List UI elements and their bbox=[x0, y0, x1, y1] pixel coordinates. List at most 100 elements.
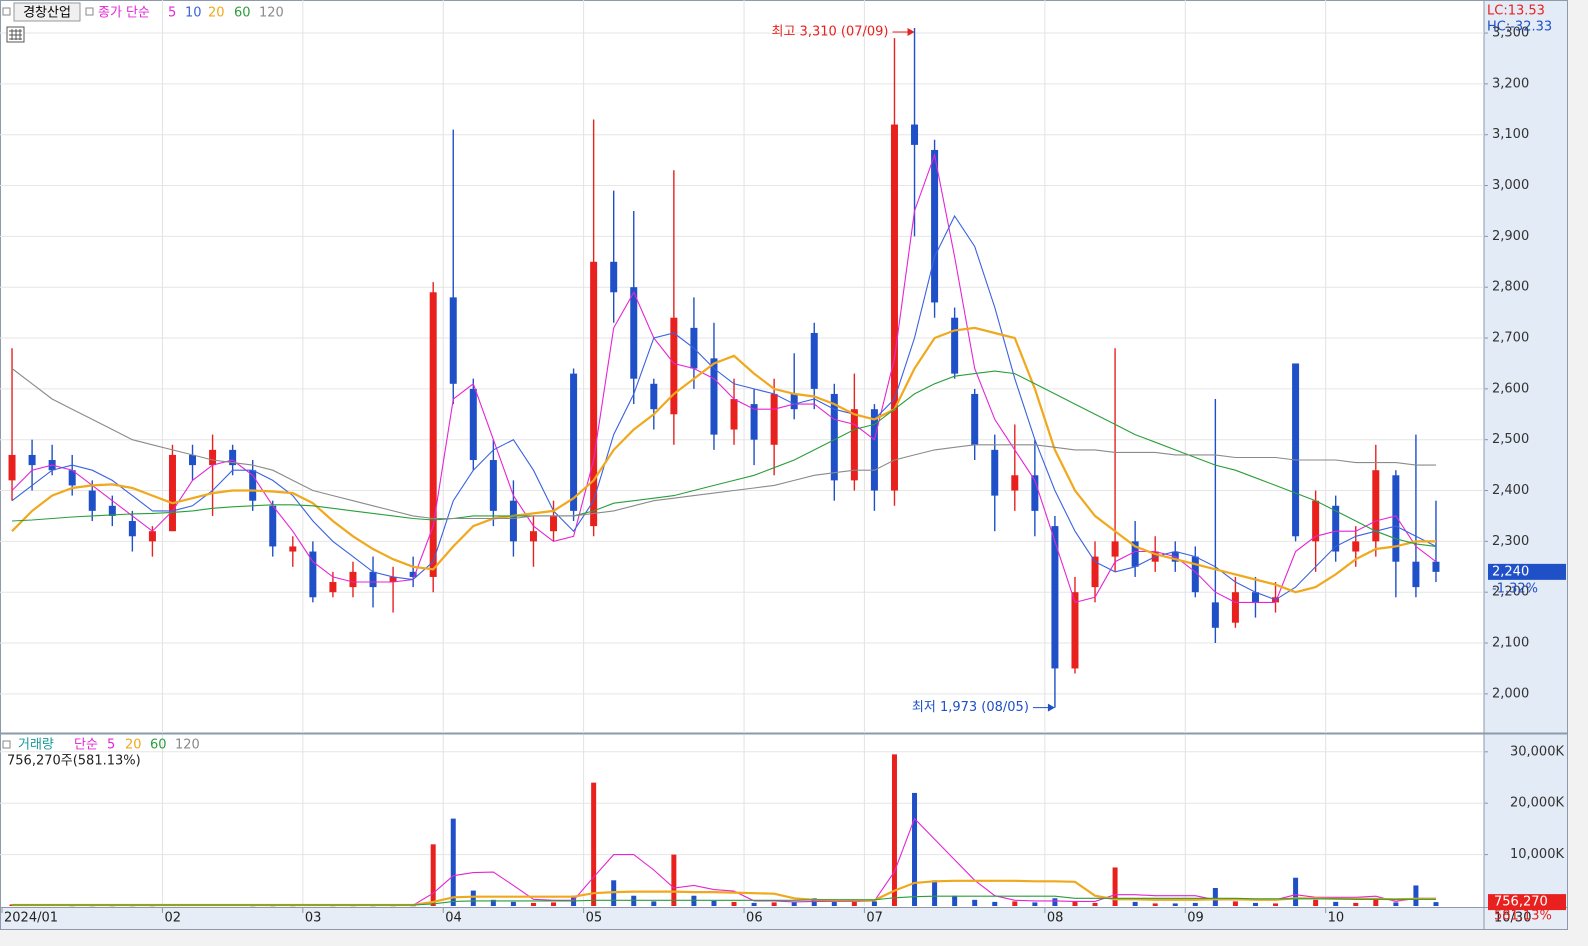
volume-bar bbox=[932, 880, 938, 906]
volume-bar bbox=[1313, 899, 1319, 906]
volume-legend-entry: 5 bbox=[107, 738, 115, 753]
candle-body bbox=[670, 317, 678, 415]
volume-bar bbox=[1212, 888, 1218, 906]
candle-body bbox=[630, 287, 638, 379]
candle-body bbox=[770, 393, 778, 445]
x-tick-label: 2024/01 bbox=[4, 911, 58, 926]
candle-body bbox=[189, 454, 197, 466]
legend-entry: 5 bbox=[168, 6, 176, 21]
volume-bar bbox=[1052, 898, 1058, 906]
candle-body bbox=[810, 332, 818, 389]
volume-bar bbox=[891, 754, 897, 906]
y-tick-label: 2,400 bbox=[1492, 483, 1529, 498]
candle-body bbox=[951, 317, 959, 374]
candle-body bbox=[1251, 592, 1259, 603]
y-tick-label: 2,500 bbox=[1492, 432, 1529, 447]
volume-bar bbox=[1353, 902, 1359, 906]
candle-body bbox=[209, 449, 217, 466]
candle-body bbox=[1412, 561, 1420, 588]
volume-bar bbox=[1172, 903, 1178, 906]
x-tick-label: 04 bbox=[445, 911, 462, 926]
candle-body bbox=[88, 490, 96, 511]
volume-bar bbox=[551, 902, 557, 906]
legend-entry: 120 bbox=[259, 6, 284, 21]
candle-body bbox=[750, 404, 758, 440]
volume-bar bbox=[691, 895, 697, 906]
volume-y-tick-label: 10,000K bbox=[1510, 847, 1564, 862]
volume-bar bbox=[1192, 902, 1198, 906]
volume-bar bbox=[1152, 903, 1158, 906]
volume-bar bbox=[952, 895, 958, 906]
candle-body bbox=[1191, 556, 1199, 593]
legend-entry: 10 bbox=[185, 6, 202, 21]
candle-body bbox=[650, 383, 658, 410]
candle-body bbox=[730, 399, 738, 430]
volume-legend-entry: 20 bbox=[125, 738, 142, 753]
hc-label: HC:-32.33 bbox=[1487, 20, 1552, 35]
candle-body bbox=[850, 409, 858, 481]
volume-bar bbox=[1072, 901, 1078, 906]
candle-body bbox=[229, 449, 237, 466]
marks bbox=[8, 27, 1440, 907]
low-annotation: 최저 1,973 (08/05) bbox=[912, 700, 1029, 715]
volume-bar bbox=[1433, 902, 1439, 906]
volume-bar bbox=[851, 901, 857, 906]
candle-body bbox=[1432, 561, 1440, 572]
legend-prefix: 종가 단순 bbox=[98, 6, 150, 21]
last-price-box bbox=[1488, 563, 1566, 580]
last-price-label: 2,240 bbox=[1492, 564, 1529, 579]
volume-bar bbox=[1032, 902, 1038, 906]
volume-bar bbox=[1132, 901, 1138, 906]
candle-body bbox=[590, 261, 598, 527]
candle-body bbox=[449, 297, 457, 384]
volume-bar bbox=[1333, 901, 1339, 906]
x-tick-label: 05 bbox=[586, 911, 603, 926]
volume-bar bbox=[1232, 901, 1238, 906]
labels: 경창산업 종가 단순 거래량 단순 120 756,270주(581.13%) … bbox=[2, 2, 1566, 926]
candle-body bbox=[168, 454, 176, 532]
candle-body bbox=[309, 551, 317, 598]
moving-average bbox=[11, 368, 1436, 520]
volume-bar bbox=[992, 901, 998, 906]
right-margin bbox=[1568, 0, 1588, 946]
volume-bar bbox=[1112, 867, 1118, 906]
candle-body bbox=[1051, 526, 1059, 669]
volume-bar bbox=[791, 902, 797, 906]
collapse-icon[interactable] bbox=[2, 7, 11, 16]
stock-button[interactable] bbox=[13, 2, 81, 22]
candle-body bbox=[8, 454, 16, 481]
moving-average bbox=[11, 370, 1437, 547]
x-tick-label: 07 bbox=[866, 911, 883, 926]
volume-info: 756,270주(581.13%) bbox=[7, 754, 141, 769]
candle-body bbox=[429, 292, 437, 577]
candle-body bbox=[971, 393, 979, 445]
candle-body bbox=[1312, 500, 1320, 542]
volume-bar bbox=[470, 890, 476, 906]
stock-name[interactable]: 경창산업 bbox=[23, 6, 71, 21]
candle-body bbox=[269, 505, 277, 547]
volume-bar bbox=[490, 899, 496, 906]
candle-body bbox=[1131, 541, 1139, 567]
candle-body bbox=[349, 571, 357, 588]
table-icon-lines bbox=[9, 29, 22, 40]
candle-body bbox=[369, 571, 377, 588]
volume-bar bbox=[912, 792, 918, 906]
candle-body bbox=[830, 393, 838, 481]
lc-label: LC:13.53 bbox=[1487, 4, 1545, 19]
volume-y-tick-label: 20,000K bbox=[1510, 796, 1564, 811]
candle-body bbox=[1372, 470, 1380, 542]
y-tick-label: 2,000 bbox=[1492, 686, 1529, 701]
candle-body bbox=[1352, 541, 1360, 552]
x-tick-label: 10 bbox=[1328, 911, 1345, 926]
volume-bar bbox=[831, 900, 837, 906]
candle-body bbox=[249, 470, 257, 501]
candle-body bbox=[108, 505, 116, 516]
y-tick-label: 2,100 bbox=[1492, 636, 1529, 651]
candle-body bbox=[128, 521, 136, 537]
volume-bar bbox=[1393, 902, 1399, 906]
volume-bar bbox=[711, 900, 717, 906]
candle-body bbox=[28, 454, 36, 466]
candle-body bbox=[1091, 556, 1099, 588]
candle-body bbox=[489, 460, 497, 511]
volume-bar bbox=[430, 844, 436, 906]
